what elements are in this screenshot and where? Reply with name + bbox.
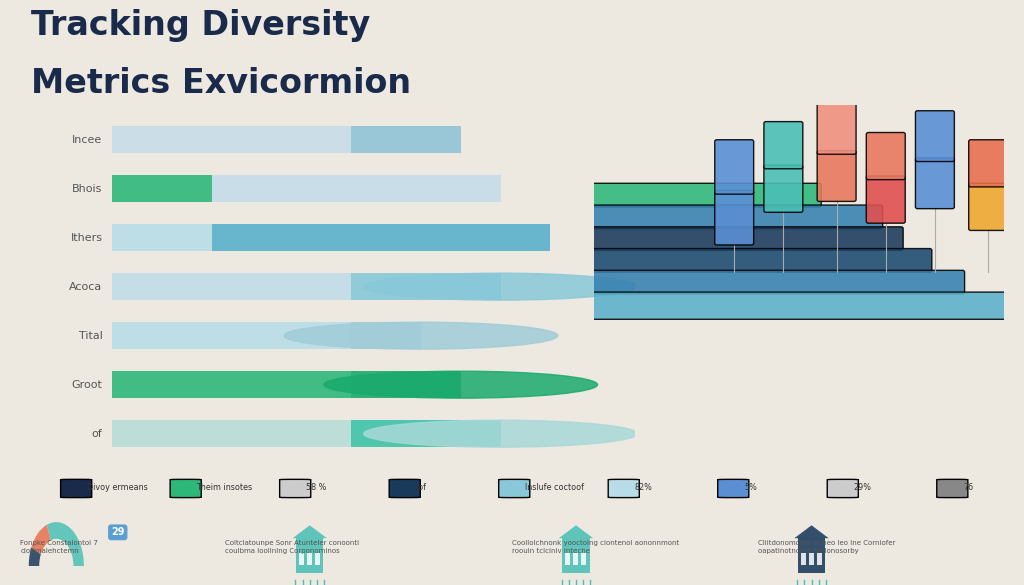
Bar: [113, 371, 351, 398]
FancyBboxPatch shape: [915, 158, 954, 209]
Text: Acoca: Acoca: [70, 281, 102, 292]
Text: Divoy ermeans: Divoy ermeans: [87, 483, 147, 492]
Text: 5%: 5%: [744, 483, 757, 492]
Text: Coltclatounpe Sonr Atunteler conoonti
coulbma loollnlng Corponominos: Coltclatounpe Sonr Atunteler conoonti co…: [225, 540, 359, 554]
FancyBboxPatch shape: [718, 479, 749, 498]
Text: Tital: Tital: [79, 331, 102, 340]
Polygon shape: [559, 525, 593, 538]
Text: Theim insotes: Theim insotes: [197, 483, 253, 492]
Wedge shape: [32, 525, 50, 555]
Bar: [212, 224, 550, 251]
FancyBboxPatch shape: [592, 270, 965, 294]
Text: Incee: Incee: [72, 135, 102, 144]
Bar: [296, 538, 324, 573]
Polygon shape: [795, 525, 828, 538]
FancyBboxPatch shape: [764, 122, 803, 168]
FancyBboxPatch shape: [60, 479, 92, 498]
FancyBboxPatch shape: [969, 183, 1008, 230]
Wedge shape: [47, 522, 84, 566]
Text: 82%: 82%: [635, 483, 652, 492]
Circle shape: [364, 420, 637, 447]
Bar: [351, 322, 421, 349]
Bar: [351, 371, 461, 398]
Text: Inslufe coctoof: Inslufe coctoof: [525, 483, 584, 492]
Circle shape: [324, 371, 598, 398]
Bar: [573, 553, 579, 565]
Bar: [565, 553, 570, 565]
FancyBboxPatch shape: [937, 479, 968, 498]
Text: of: of: [92, 429, 102, 439]
Bar: [113, 175, 212, 202]
Text: 29: 29: [111, 527, 125, 538]
FancyBboxPatch shape: [280, 479, 310, 498]
Bar: [113, 224, 212, 251]
FancyBboxPatch shape: [817, 150, 856, 201]
Circle shape: [284, 322, 558, 349]
Bar: [798, 538, 825, 573]
Text: 29%: 29%: [854, 483, 871, 492]
Text: 58 %: 58 %: [306, 483, 327, 492]
Bar: [809, 553, 814, 565]
Polygon shape: [293, 525, 327, 538]
Text: Groot: Groot: [72, 380, 102, 390]
Bar: [212, 175, 501, 202]
Bar: [113, 322, 351, 349]
FancyBboxPatch shape: [592, 205, 883, 229]
Text: tof: tof: [416, 483, 427, 492]
FancyBboxPatch shape: [592, 292, 1006, 319]
FancyBboxPatch shape: [592, 183, 821, 207]
Text: Bhois: Bhois: [72, 184, 102, 194]
Bar: [801, 553, 806, 565]
Bar: [113, 420, 351, 447]
FancyBboxPatch shape: [866, 176, 905, 223]
Bar: [314, 553, 319, 565]
Bar: [351, 273, 501, 300]
Text: 76: 76: [964, 483, 973, 492]
Bar: [581, 553, 586, 565]
Bar: [816, 553, 821, 565]
Text: Ithers: Ithers: [71, 233, 102, 243]
FancyBboxPatch shape: [969, 140, 1008, 187]
FancyBboxPatch shape: [499, 479, 529, 498]
FancyBboxPatch shape: [715, 140, 754, 194]
Text: Fonpke Constalontoi 7
ciotimalehctemn: Fonpke Constalontoi 7 ciotimalehctemn: [20, 540, 98, 554]
FancyBboxPatch shape: [915, 111, 954, 161]
Bar: [307, 553, 312, 565]
FancyBboxPatch shape: [827, 479, 858, 498]
Text: Tracking Diversity: Tracking Diversity: [31, 9, 370, 42]
Text: Metrics Exvicormion: Metrics Exvicormion: [31, 67, 411, 100]
FancyBboxPatch shape: [170, 479, 202, 498]
Circle shape: [364, 273, 637, 300]
Bar: [562, 538, 590, 573]
Bar: [351, 126, 461, 153]
FancyBboxPatch shape: [592, 227, 903, 250]
FancyBboxPatch shape: [715, 191, 754, 245]
FancyBboxPatch shape: [764, 165, 803, 212]
FancyBboxPatch shape: [389, 479, 420, 498]
Bar: [299, 553, 304, 565]
Wedge shape: [29, 548, 41, 566]
Bar: [113, 126, 351, 153]
Text: Coollolchnonk yooctoing ciontenol aononnmont
roouin tclciniv inteche: Coollolchnonk yooctoing ciontenol aononn…: [512, 540, 679, 554]
FancyBboxPatch shape: [592, 249, 932, 272]
FancyBboxPatch shape: [817, 104, 856, 154]
FancyBboxPatch shape: [608, 479, 639, 498]
Bar: [113, 273, 351, 300]
Text: Cliitdonomoner al neo leo Ine Corniofer
oapatinotnorce fonlonosorby: Cliitdonomoner al neo leo Ine Corniofer …: [758, 540, 895, 554]
FancyBboxPatch shape: [866, 132, 905, 180]
Bar: [351, 420, 501, 447]
